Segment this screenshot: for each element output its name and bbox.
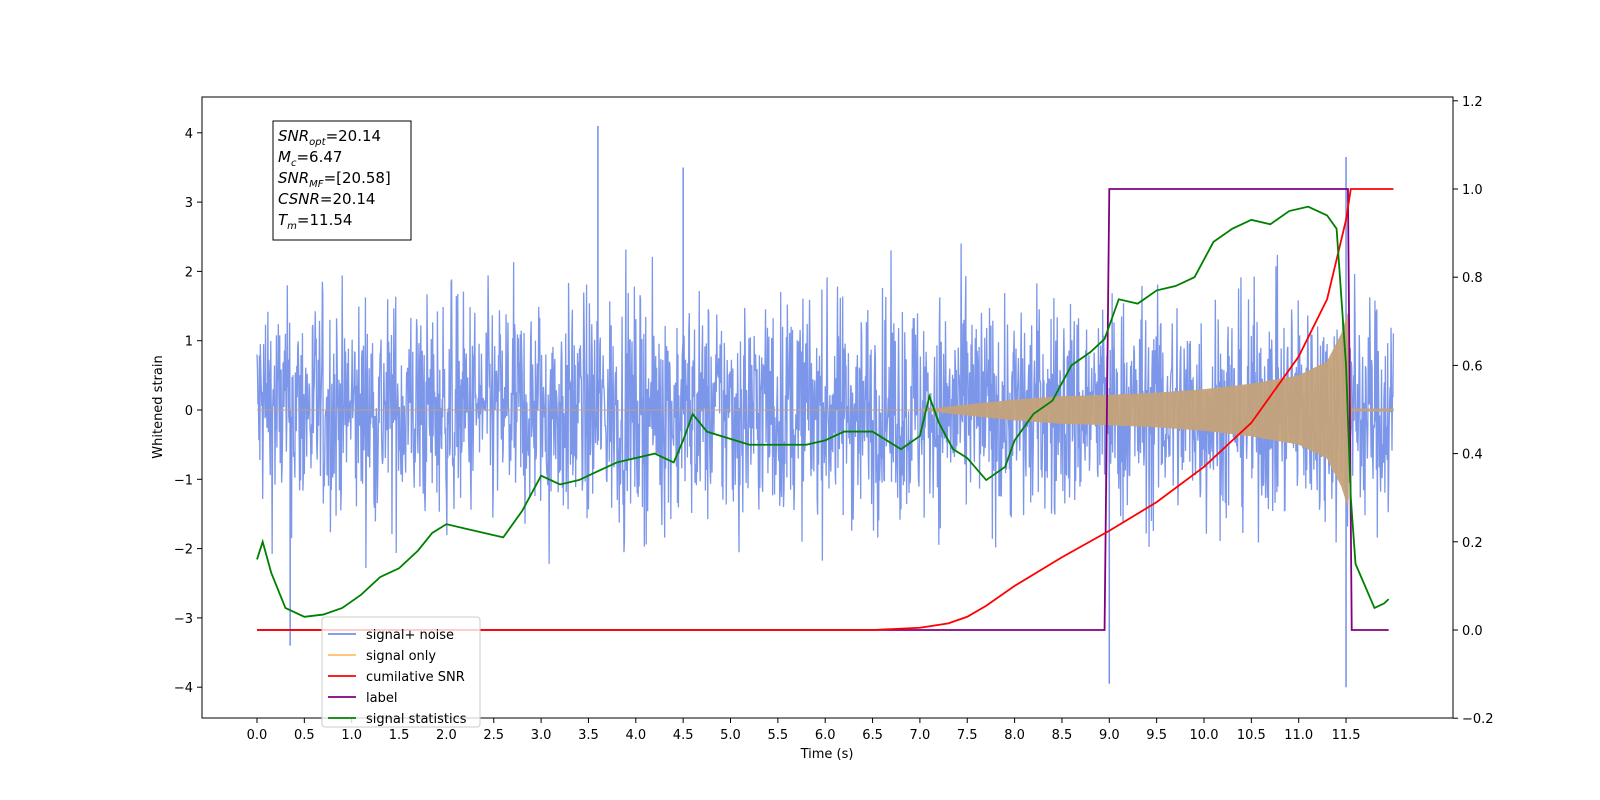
x-tick-label: 10.5 bbox=[1237, 728, 1266, 743]
x-tick-label: 7.5 bbox=[957, 728, 978, 743]
y-tick-label: 4 bbox=[185, 127, 193, 142]
x-tick-label: 2.0 bbox=[436, 728, 457, 743]
x-axis: 0.0 0.5 1.0 1.5 2.0 2.5 3.0 3.5 4.0 4.5 5.0 5.5 6.0 6… bbox=[247, 718, 1361, 743]
series-signal-only-line bbox=[257, 312, 1394, 507]
x-tick-label: 4.0 bbox=[625, 728, 646, 743]
y2-tick-label: 0.2 bbox=[1462, 536, 1483, 551]
x-tick-label: 5.5 bbox=[768, 728, 789, 743]
x-tick-label: 8.0 bbox=[1004, 728, 1025, 743]
y-tick-label: −4 bbox=[174, 681, 193, 696]
x-tick-label: 3.0 bbox=[531, 728, 552, 743]
legend-label: signal+ noise bbox=[366, 628, 454, 643]
x-tick-label: 11.5 bbox=[1332, 728, 1361, 743]
y2-tick-label: −0.2 bbox=[1462, 712, 1494, 727]
x-tick-label: 6.5 bbox=[862, 728, 883, 743]
y-tick-label: 0 bbox=[185, 404, 193, 419]
annotation-line: Mc=6.47 bbox=[278, 148, 342, 169]
series-label-line bbox=[257, 188, 1389, 631]
annotation-line: SNRopt=20.14 bbox=[278, 127, 381, 148]
x-axis-label: Time (s) bbox=[800, 747, 854, 762]
y-tick-label: −2 bbox=[174, 543, 193, 558]
x-tick-label: 1.5 bbox=[389, 728, 410, 743]
x-tick-label: 4.5 bbox=[673, 728, 694, 743]
axes-frame bbox=[201, 96, 1454, 719]
series-cumulative-snr-line bbox=[257, 188, 1394, 631]
x-tick-label: 6.0 bbox=[815, 728, 836, 743]
y-tick-label: 3 bbox=[185, 196, 193, 211]
y-axis-left: 4 3 2 1 0 −1 −2 −3 −4 bbox=[174, 127, 202, 696]
y-axis-label: Whitened strain bbox=[151, 355, 166, 458]
y-tick-label: 2 bbox=[185, 265, 193, 280]
series-signal-statistics-line bbox=[256, 205, 1390, 618]
y2-tick-label: 0.8 bbox=[1462, 271, 1483, 286]
x-tick-label: 9.0 bbox=[1099, 728, 1120, 743]
annotation-line: Tm=11.54 bbox=[278, 211, 352, 232]
y-axis-right: 1.2 1.0 0.8 0.6 0.4 0.2 0.0 −0.2 bbox=[1453, 95, 1494, 727]
plot-area bbox=[256, 125, 1395, 688]
legend-label: signal statistics bbox=[366, 712, 467, 727]
y2-tick-label: 1.0 bbox=[1462, 183, 1483, 198]
x-tick-label: 1.0 bbox=[341, 728, 362, 743]
y2-tick-label: 0.0 bbox=[1462, 624, 1483, 639]
legend-label: label bbox=[366, 691, 397, 706]
y2-tick-label: 0.6 bbox=[1462, 359, 1483, 374]
y-tick-label: 1 bbox=[185, 335, 193, 350]
x-tick-label: 11.0 bbox=[1284, 728, 1313, 743]
annotation-line: SNRMF=[20.58] bbox=[278, 169, 391, 190]
x-tick-label: 2.5 bbox=[483, 728, 504, 743]
x-tick-label: 8.5 bbox=[1052, 728, 1073, 743]
legend: signal+ noise signal only cumilative SNR la… bbox=[321, 616, 481, 728]
x-tick-label: 3.5 bbox=[578, 728, 599, 743]
annotation-line: CSNR=20.14 bbox=[278, 190, 375, 208]
legend-label: cumilative SNR bbox=[366, 670, 465, 685]
annotation-box: SNRopt=20.14Mc=6.47SNRMF=[20.58]CSNR=20.… bbox=[272, 120, 412, 241]
x-tick-label: 0.5 bbox=[294, 728, 315, 743]
y-tick-label: −1 bbox=[174, 473, 193, 488]
x-tick-label: 9.5 bbox=[1146, 728, 1167, 743]
y-tick-label: −3 bbox=[174, 612, 193, 627]
x-tick-label: 5.0 bbox=[720, 728, 741, 743]
x-tick-label: 0.0 bbox=[247, 728, 268, 743]
x-tick-label: 10.0 bbox=[1190, 728, 1219, 743]
x-tick-label: 7.0 bbox=[910, 728, 931, 743]
y2-tick-label: 1.2 bbox=[1462, 95, 1483, 110]
y2-tick-label: 0.4 bbox=[1462, 448, 1483, 463]
legend-label: signal only bbox=[366, 649, 436, 664]
